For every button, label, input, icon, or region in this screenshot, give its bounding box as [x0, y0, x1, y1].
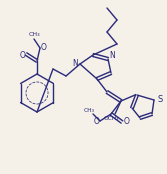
Text: N: N [109, 52, 115, 61]
Text: OCH₃: OCH₃ [103, 117, 119, 121]
Text: CH₃: CH₃ [84, 109, 95, 113]
Text: O: O [41, 44, 47, 53]
Text: O: O [94, 117, 100, 125]
Text: S: S [157, 96, 163, 105]
Text: O: O [124, 117, 130, 126]
Text: O: O [20, 52, 26, 61]
Text: CH₃: CH₃ [28, 33, 40, 38]
Text: N: N [72, 58, 78, 68]
